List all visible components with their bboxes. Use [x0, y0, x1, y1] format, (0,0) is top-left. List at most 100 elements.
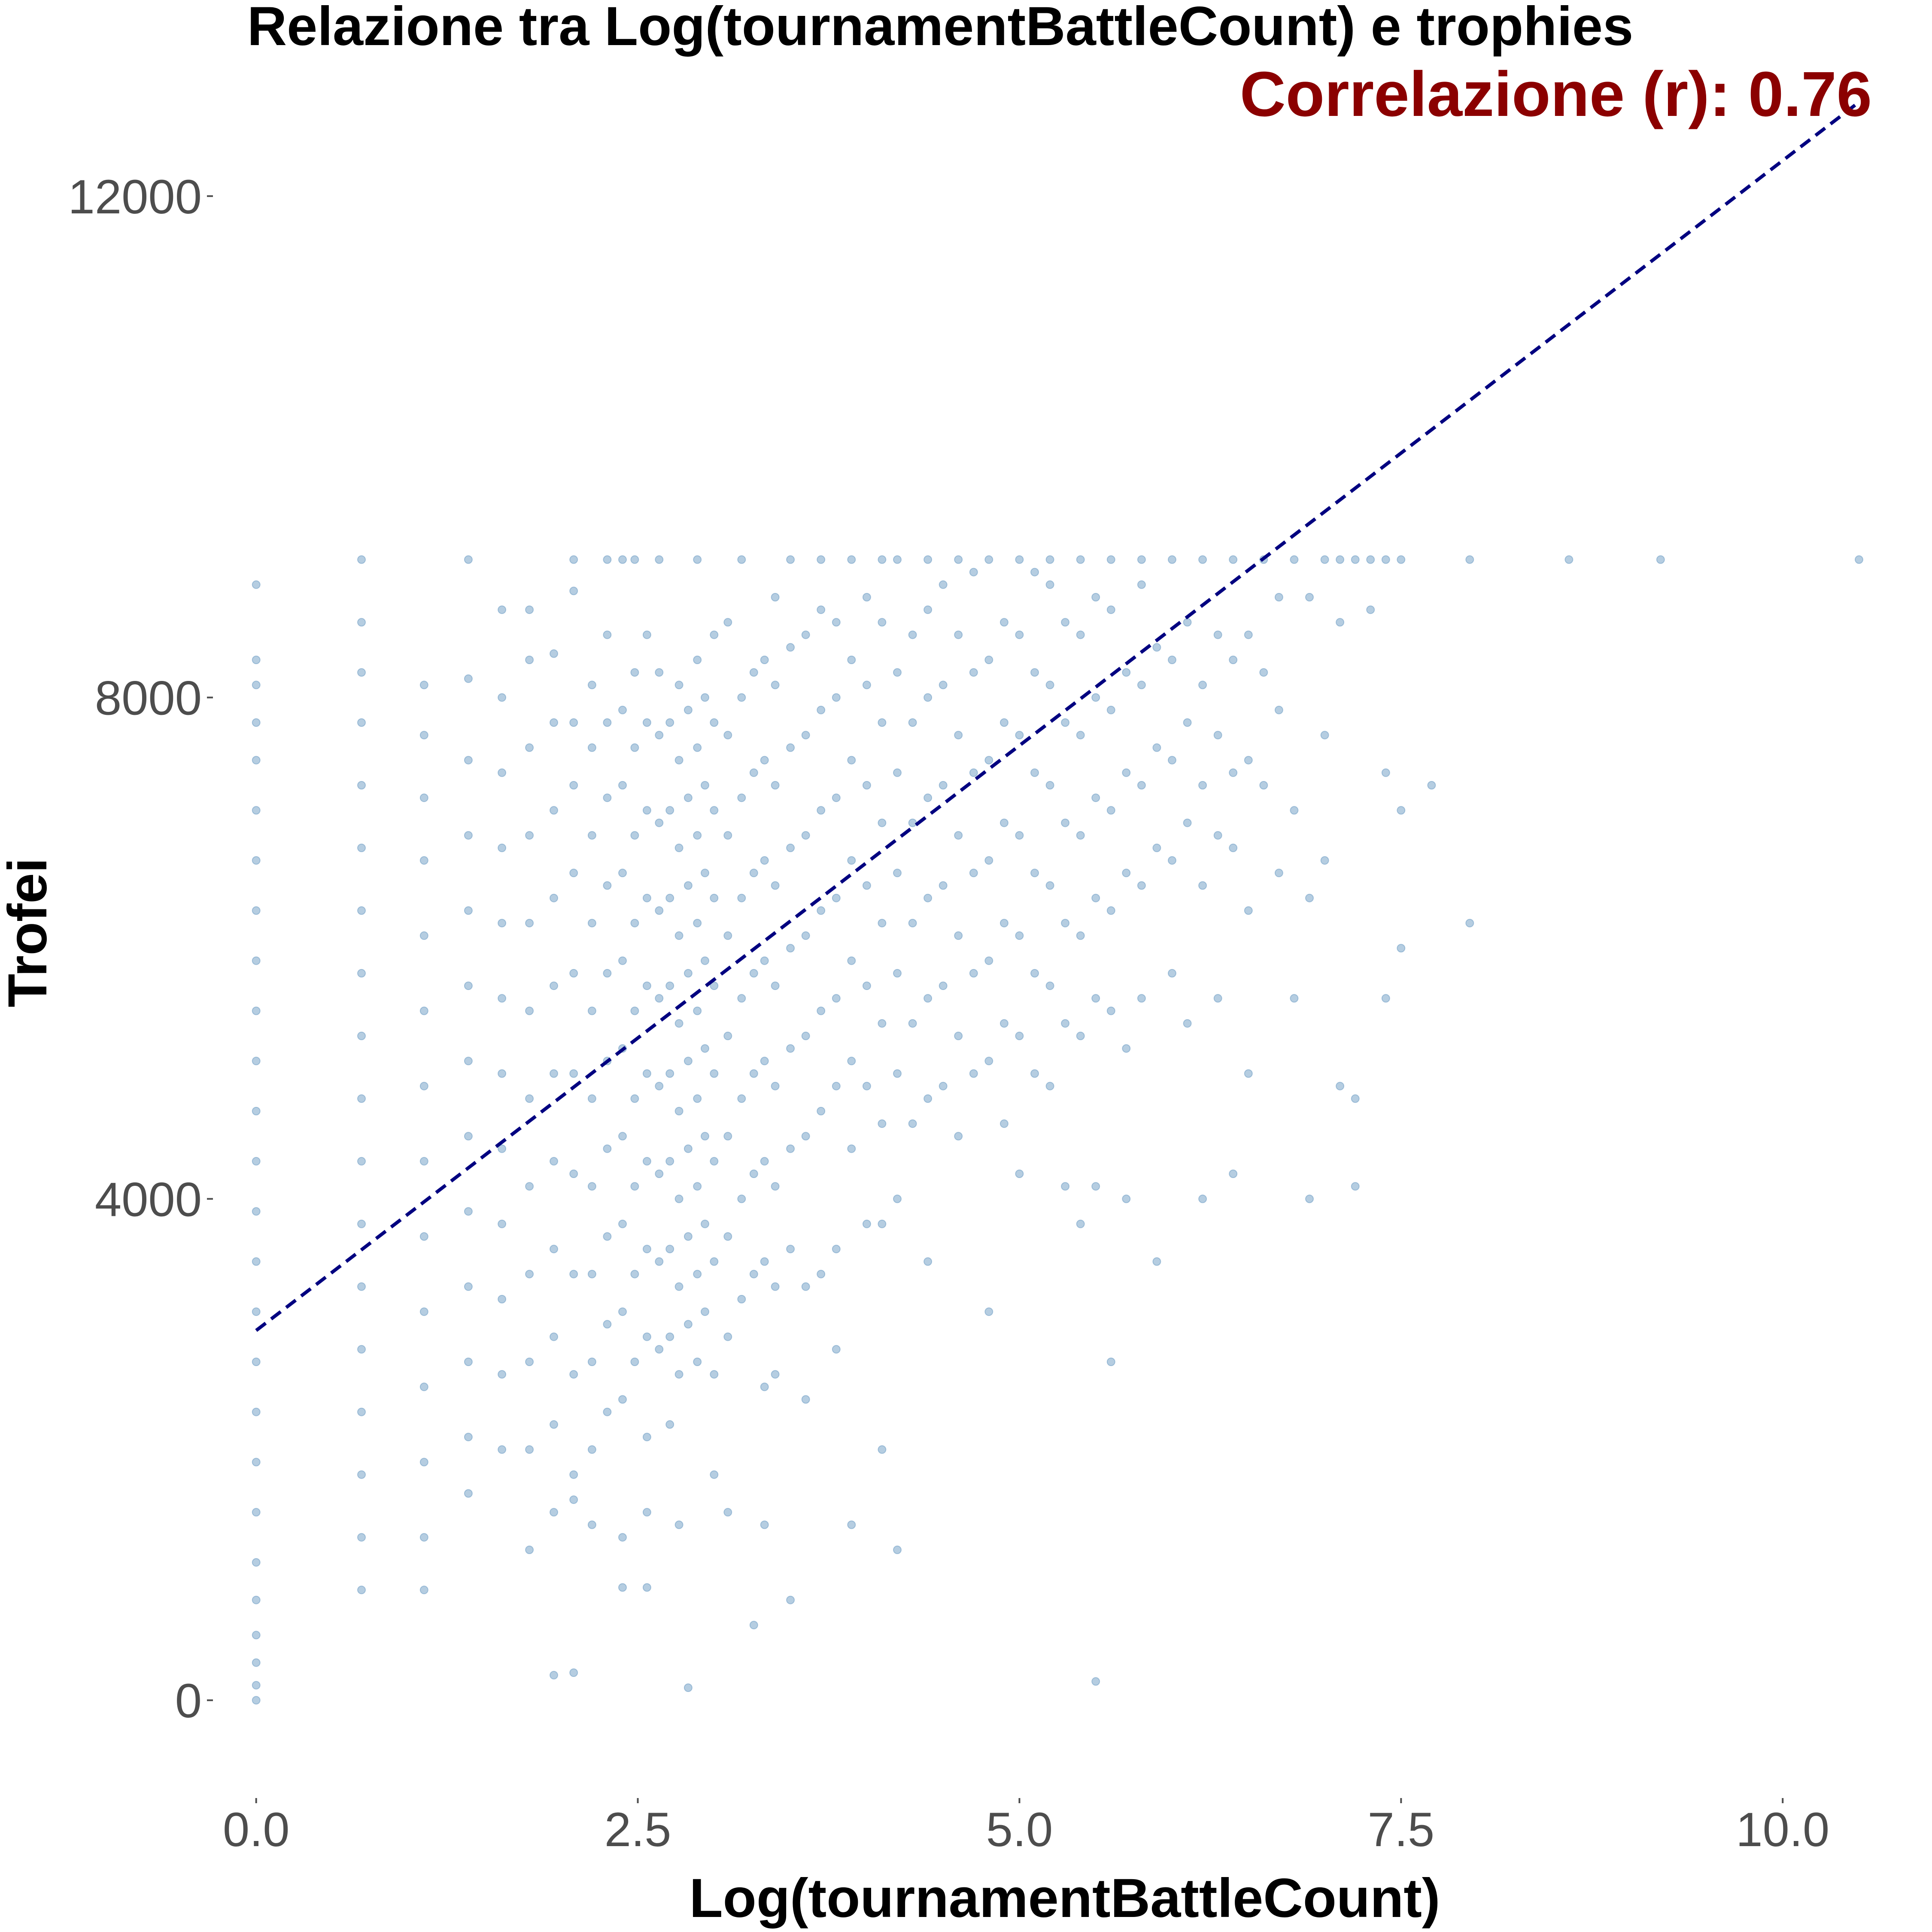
data-point — [723, 731, 732, 740]
data-point — [693, 831, 702, 840]
data-point — [1168, 856, 1176, 865]
data-point — [464, 1433, 473, 1442]
data-point — [710, 1069, 719, 1078]
data-point — [760, 856, 769, 865]
data-point — [893, 1545, 902, 1554]
data-point — [630, 1006, 639, 1015]
data-point — [847, 1144, 856, 1153]
data-point — [630, 743, 639, 752]
data-point — [1091, 793, 1100, 802]
data-point — [1855, 555, 1863, 564]
data-point — [1229, 555, 1238, 564]
data-point — [1564, 555, 1574, 564]
data-point — [357, 843, 366, 852]
data-point — [642, 1245, 651, 1254]
data-point — [878, 1119, 887, 1128]
data-point — [693, 656, 702, 664]
data-point — [587, 1358, 596, 1366]
data-point — [1076, 931, 1085, 940]
x-tick-label: 2.5 — [605, 1803, 671, 1856]
data-point — [878, 618, 887, 627]
data-point — [1137, 994, 1146, 1003]
data-point — [569, 969, 578, 978]
data-point — [1274, 705, 1283, 714]
data-point — [710, 630, 719, 639]
data-point — [569, 781, 578, 790]
data-point — [252, 1508, 261, 1517]
data-point — [1030, 768, 1039, 777]
data-point — [569, 1270, 578, 1279]
data-point — [1397, 806, 1406, 815]
data-point — [1015, 731, 1024, 740]
data-point — [1168, 756, 1176, 765]
data-point — [1229, 768, 1238, 777]
data-point — [701, 1132, 709, 1141]
data-point — [603, 1232, 612, 1241]
data-point — [832, 1081, 841, 1091]
data-point — [1091, 893, 1100, 902]
data-point — [1076, 1219, 1085, 1228]
data-point — [1076, 731, 1085, 740]
data-point — [710, 893, 719, 902]
data-point — [1122, 768, 1131, 777]
data-point — [737, 994, 746, 1003]
data-point — [252, 1358, 261, 1366]
data-point — [1030, 568, 1039, 577]
data-point — [655, 668, 664, 677]
data-point — [923, 605, 933, 614]
data-point — [984, 1307, 993, 1316]
data-point — [832, 1245, 841, 1254]
y-tick-label: 8000 — [95, 671, 202, 725]
data-point — [760, 656, 769, 664]
data-point — [525, 1358, 534, 1366]
data-point — [587, 1445, 596, 1454]
y-axis: 0 4000 8000 12000 — [68, 170, 213, 1728]
data-point — [1045, 981, 1054, 990]
data-point — [587, 919, 596, 928]
data-point — [710, 718, 719, 727]
data-point — [1213, 831, 1222, 840]
data-point — [525, 605, 534, 614]
data-point — [642, 893, 651, 902]
data-point — [1045, 1081, 1054, 1091]
data-point — [1030, 1069, 1039, 1078]
data-point — [1122, 668, 1131, 677]
data-point — [999, 1019, 1009, 1028]
data-point — [419, 1586, 428, 1595]
data-point — [665, 806, 674, 815]
data-point — [1381, 555, 1390, 564]
data-point — [862, 1219, 871, 1228]
data-point — [603, 1320, 612, 1329]
data-point — [847, 656, 856, 664]
data-point — [693, 1270, 702, 1279]
data-point — [357, 1533, 366, 1542]
data-point — [630, 831, 639, 840]
data-point — [642, 981, 651, 990]
data-point — [1213, 731, 1222, 740]
data-point — [737, 555, 746, 564]
data-point — [701, 693, 709, 702]
data-point — [984, 1057, 993, 1066]
data-point — [464, 1282, 473, 1291]
data-point — [1229, 1170, 1238, 1178]
data-point — [984, 555, 993, 564]
data-point — [786, 1144, 795, 1153]
data-point — [771, 881, 780, 890]
data-point — [939, 981, 948, 990]
data-point — [464, 1132, 473, 1141]
data-point — [771, 981, 780, 990]
data-point — [357, 1470, 366, 1479]
data-point — [923, 693, 933, 702]
data-point — [1198, 1194, 1207, 1203]
data-point — [693, 743, 702, 752]
data-point — [1336, 555, 1345, 564]
data-point — [419, 1006, 428, 1015]
data-point — [603, 793, 612, 802]
data-point — [525, 1006, 534, 1015]
data-point — [498, 605, 507, 614]
data-point — [1030, 869, 1039, 878]
data-point — [419, 1382, 428, 1391]
data-point — [701, 1044, 709, 1053]
data-point — [710, 1470, 719, 1479]
data-point — [1061, 1182, 1070, 1191]
